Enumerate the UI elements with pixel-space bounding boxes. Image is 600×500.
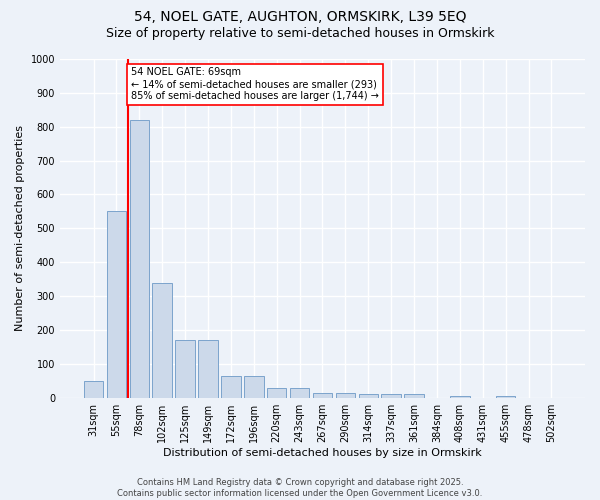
Bar [450, 396, 470, 398]
Text: Contains HM Land Registry data © Crown copyright and database right 2025.
Contai: Contains HM Land Registry data © Crown c… [118, 478, 482, 498]
Bar [404, 394, 424, 398]
Bar [244, 376, 263, 398]
Bar [175, 340, 195, 398]
Bar [290, 388, 309, 398]
Text: Size of property relative to semi-detached houses in Ormskirk: Size of property relative to semi-detach… [106, 28, 494, 40]
Bar [267, 388, 286, 398]
Bar [198, 340, 218, 398]
Bar [130, 120, 149, 398]
Y-axis label: Number of semi-detached properties: Number of semi-detached properties [15, 126, 25, 332]
Text: 54, NOEL GATE, AUGHTON, ORMSKIRK, L39 5EQ: 54, NOEL GATE, AUGHTON, ORMSKIRK, L39 5E… [134, 10, 466, 24]
Bar [152, 282, 172, 398]
X-axis label: Distribution of semi-detached houses by size in Ormskirk: Distribution of semi-detached houses by … [163, 448, 482, 458]
Text: 54 NOEL GATE: 69sqm
← 14% of semi-detached houses are smaller (293)
85% of semi-: 54 NOEL GATE: 69sqm ← 14% of semi-detach… [131, 68, 379, 100]
Bar [359, 394, 378, 398]
Bar [313, 392, 332, 398]
Bar [335, 392, 355, 398]
Bar [221, 376, 241, 398]
Bar [84, 381, 103, 398]
Bar [496, 396, 515, 398]
Bar [382, 394, 401, 398]
Bar [107, 212, 126, 398]
